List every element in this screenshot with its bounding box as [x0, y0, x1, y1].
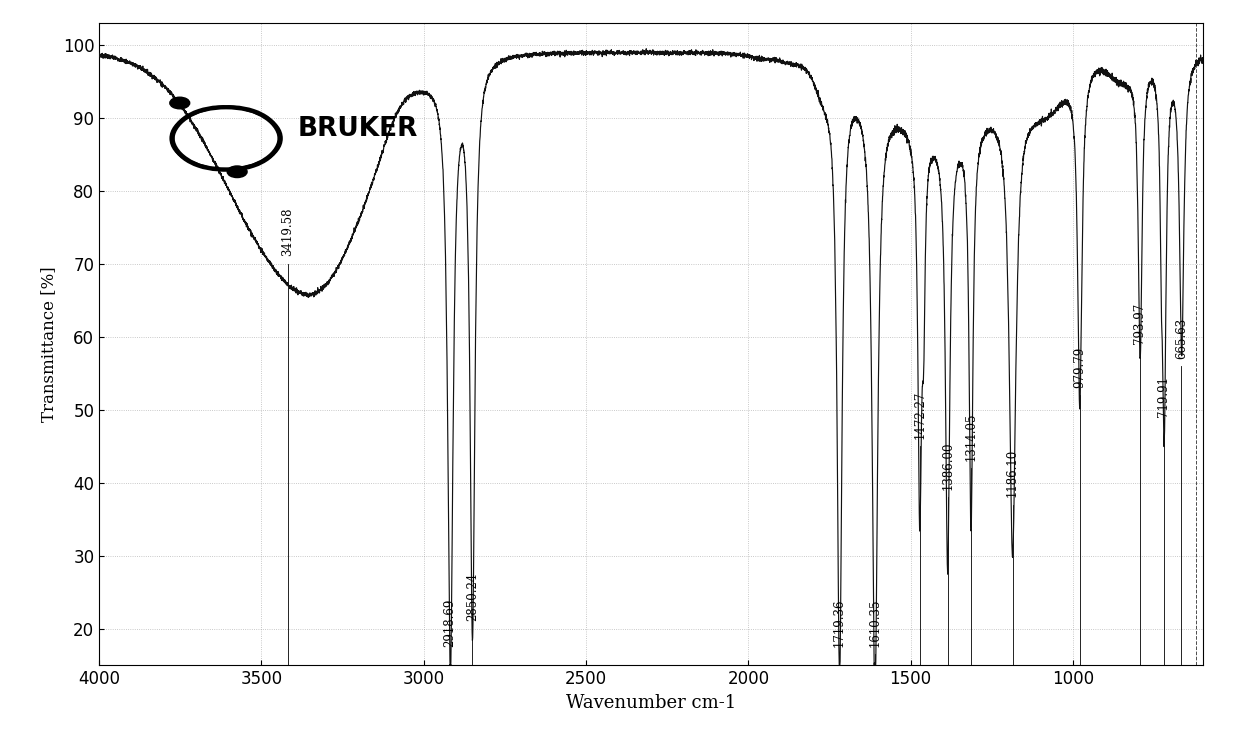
- Text: 2850.24: 2850.24: [466, 573, 479, 621]
- Text: 1719.36: 1719.36: [833, 599, 846, 647]
- Text: 3419.58: 3419.58: [281, 208, 294, 256]
- Text: 719.91: 719.91: [1157, 376, 1171, 417]
- Text: 665.63: 665.63: [1176, 318, 1188, 358]
- Circle shape: [170, 98, 190, 109]
- Text: 1472.27: 1472.27: [913, 391, 926, 439]
- Text: 979.79: 979.79: [1073, 346, 1086, 388]
- Text: 1610.35: 1610.35: [868, 599, 882, 647]
- Text: 1314.05: 1314.05: [965, 412, 977, 461]
- Text: 2918.69: 2918.69: [444, 599, 456, 647]
- Circle shape: [227, 166, 247, 178]
- Text: BRUKER: BRUKER: [298, 116, 418, 141]
- Y-axis label: Transmittance [%]: Transmittance [%]: [40, 266, 57, 422]
- Text: 793.97: 793.97: [1133, 302, 1146, 344]
- X-axis label: Wavenumber cm-1: Wavenumber cm-1: [565, 694, 737, 711]
- Text: 1386.00: 1386.00: [941, 442, 954, 490]
- Text: 1186.10: 1186.10: [1006, 449, 1019, 497]
